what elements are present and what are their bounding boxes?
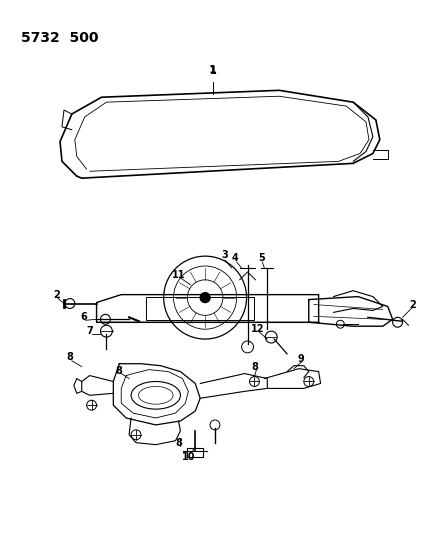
Text: 5: 5 bbox=[258, 253, 265, 263]
Text: 9: 9 bbox=[297, 354, 304, 364]
Text: 8: 8 bbox=[251, 362, 258, 372]
Circle shape bbox=[200, 293, 210, 303]
Text: 10: 10 bbox=[181, 453, 195, 463]
Text: 2: 2 bbox=[409, 300, 416, 310]
Bar bbox=[146, 296, 255, 320]
Text: 12: 12 bbox=[251, 324, 264, 334]
Text: 7: 7 bbox=[86, 326, 93, 336]
Text: 8: 8 bbox=[116, 366, 123, 376]
Text: 2: 2 bbox=[54, 289, 60, 300]
Text: 3: 3 bbox=[221, 250, 228, 260]
Text: 5732  500: 5732 500 bbox=[21, 31, 98, 45]
Bar bbox=[187, 448, 203, 457]
Text: 1: 1 bbox=[210, 66, 217, 76]
Text: 8: 8 bbox=[175, 438, 182, 448]
Text: 8: 8 bbox=[66, 352, 73, 362]
Text: 6: 6 bbox=[80, 312, 87, 322]
Text: 11: 11 bbox=[172, 270, 185, 280]
Text: 4: 4 bbox=[232, 253, 238, 263]
Text: 1: 1 bbox=[209, 64, 217, 75]
